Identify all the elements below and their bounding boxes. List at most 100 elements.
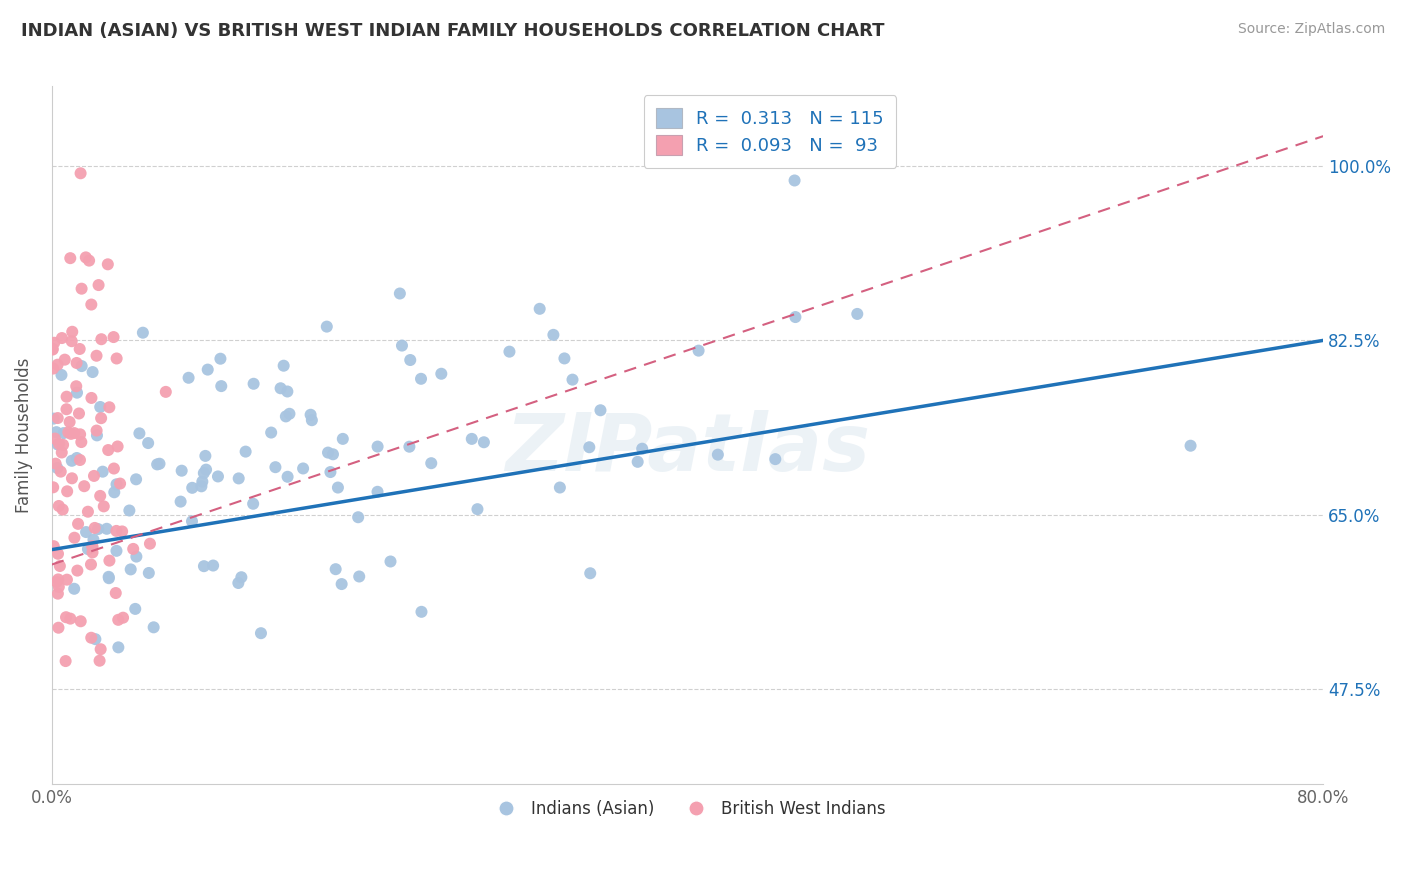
Point — [209, 379, 232, 393]
Point — [194, 449, 217, 463]
Point — [70, 359, 93, 373]
Point — [75, 524, 97, 539]
Point — [124, 602, 146, 616]
Point — [45, 574, 67, 589]
Point — [87, 278, 110, 293]
Point — [70, 435, 93, 450]
Point — [529, 301, 551, 316]
Text: Source: ZipAtlas.com: Source: ZipAtlas.com — [1237, 22, 1385, 37]
Point — [120, 562, 142, 576]
Point — [53, 352, 76, 367]
Point — [231, 570, 253, 584]
Point — [52, 426, 75, 441]
Text: INDIAN (ASIAN) VS BRITISH WEST INDIAN FAMILY HOUSEHOLDS CORRELATION CHART: INDIAN (ASIAN) VS BRITISH WEST INDIAN FA… — [21, 22, 884, 40]
Point — [63, 582, 86, 596]
Point — [146, 458, 169, 472]
Point — [347, 510, 370, 524]
Point — [235, 444, 257, 458]
Point — [69, 453, 91, 467]
Point — [44, 432, 66, 446]
Point — [52, 502, 75, 516]
Point — [367, 440, 389, 454]
Point — [80, 558, 103, 572]
Point — [60, 334, 83, 349]
Point — [77, 505, 100, 519]
Point — [66, 385, 89, 400]
Point — [86, 428, 108, 442]
Point — [193, 559, 215, 574]
Point — [56, 484, 79, 499]
Point — [97, 570, 120, 584]
Point — [553, 351, 575, 366]
Point — [461, 432, 484, 446]
Point — [148, 457, 170, 471]
Point — [49, 559, 72, 574]
Point — [242, 497, 264, 511]
Point — [48, 621, 70, 635]
Point — [90, 332, 112, 346]
Point — [409, 372, 432, 386]
Point — [420, 456, 443, 470]
Point — [391, 338, 413, 352]
Point — [108, 476, 131, 491]
Point — [77, 253, 100, 268]
Point — [70, 282, 93, 296]
Point — [104, 586, 127, 600]
Point — [44, 335, 66, 350]
Point — [60, 325, 83, 339]
Point — [55, 610, 77, 624]
Point — [142, 620, 165, 634]
Point — [688, 343, 710, 358]
Point — [193, 466, 215, 480]
Point — [260, 425, 283, 440]
Point — [80, 297, 103, 311]
Point — [411, 605, 433, 619]
Point — [69, 166, 91, 180]
Point — [111, 524, 134, 539]
Point — [46, 547, 69, 561]
Point — [273, 359, 295, 373]
Point — [80, 631, 103, 645]
Point — [80, 391, 103, 405]
Point — [51, 445, 73, 459]
Point — [91, 465, 114, 479]
Point — [292, 461, 315, 475]
Point — [139, 537, 162, 551]
Point — [48, 580, 70, 594]
Point — [543, 327, 565, 342]
Point — [82, 540, 104, 554]
Point — [49, 465, 72, 479]
Point — [60, 471, 83, 485]
Point — [89, 489, 111, 503]
Point — [399, 353, 422, 368]
Point — [202, 558, 225, 573]
Point — [60, 426, 83, 441]
Point — [278, 407, 301, 421]
Point — [51, 331, 73, 345]
Point — [264, 460, 287, 475]
Point — [380, 554, 402, 568]
Point — [96, 522, 118, 536]
Point — [87, 522, 110, 536]
Point — [276, 384, 298, 399]
Point — [98, 554, 121, 568]
Point — [55, 402, 77, 417]
Point — [42, 539, 65, 553]
Point — [132, 326, 155, 340]
Point — [315, 319, 337, 334]
Point — [631, 442, 654, 456]
Point — [136, 436, 159, 450]
Point — [82, 545, 104, 559]
Point — [83, 469, 105, 483]
Point — [86, 424, 108, 438]
Point — [228, 576, 250, 591]
Point — [112, 610, 135, 624]
Point — [103, 330, 125, 344]
Point — [367, 484, 389, 499]
Point — [170, 464, 193, 478]
Point — [48, 437, 70, 451]
Point — [67, 516, 90, 531]
Point — [82, 539, 104, 553]
Point — [103, 461, 125, 475]
Point — [125, 549, 148, 564]
